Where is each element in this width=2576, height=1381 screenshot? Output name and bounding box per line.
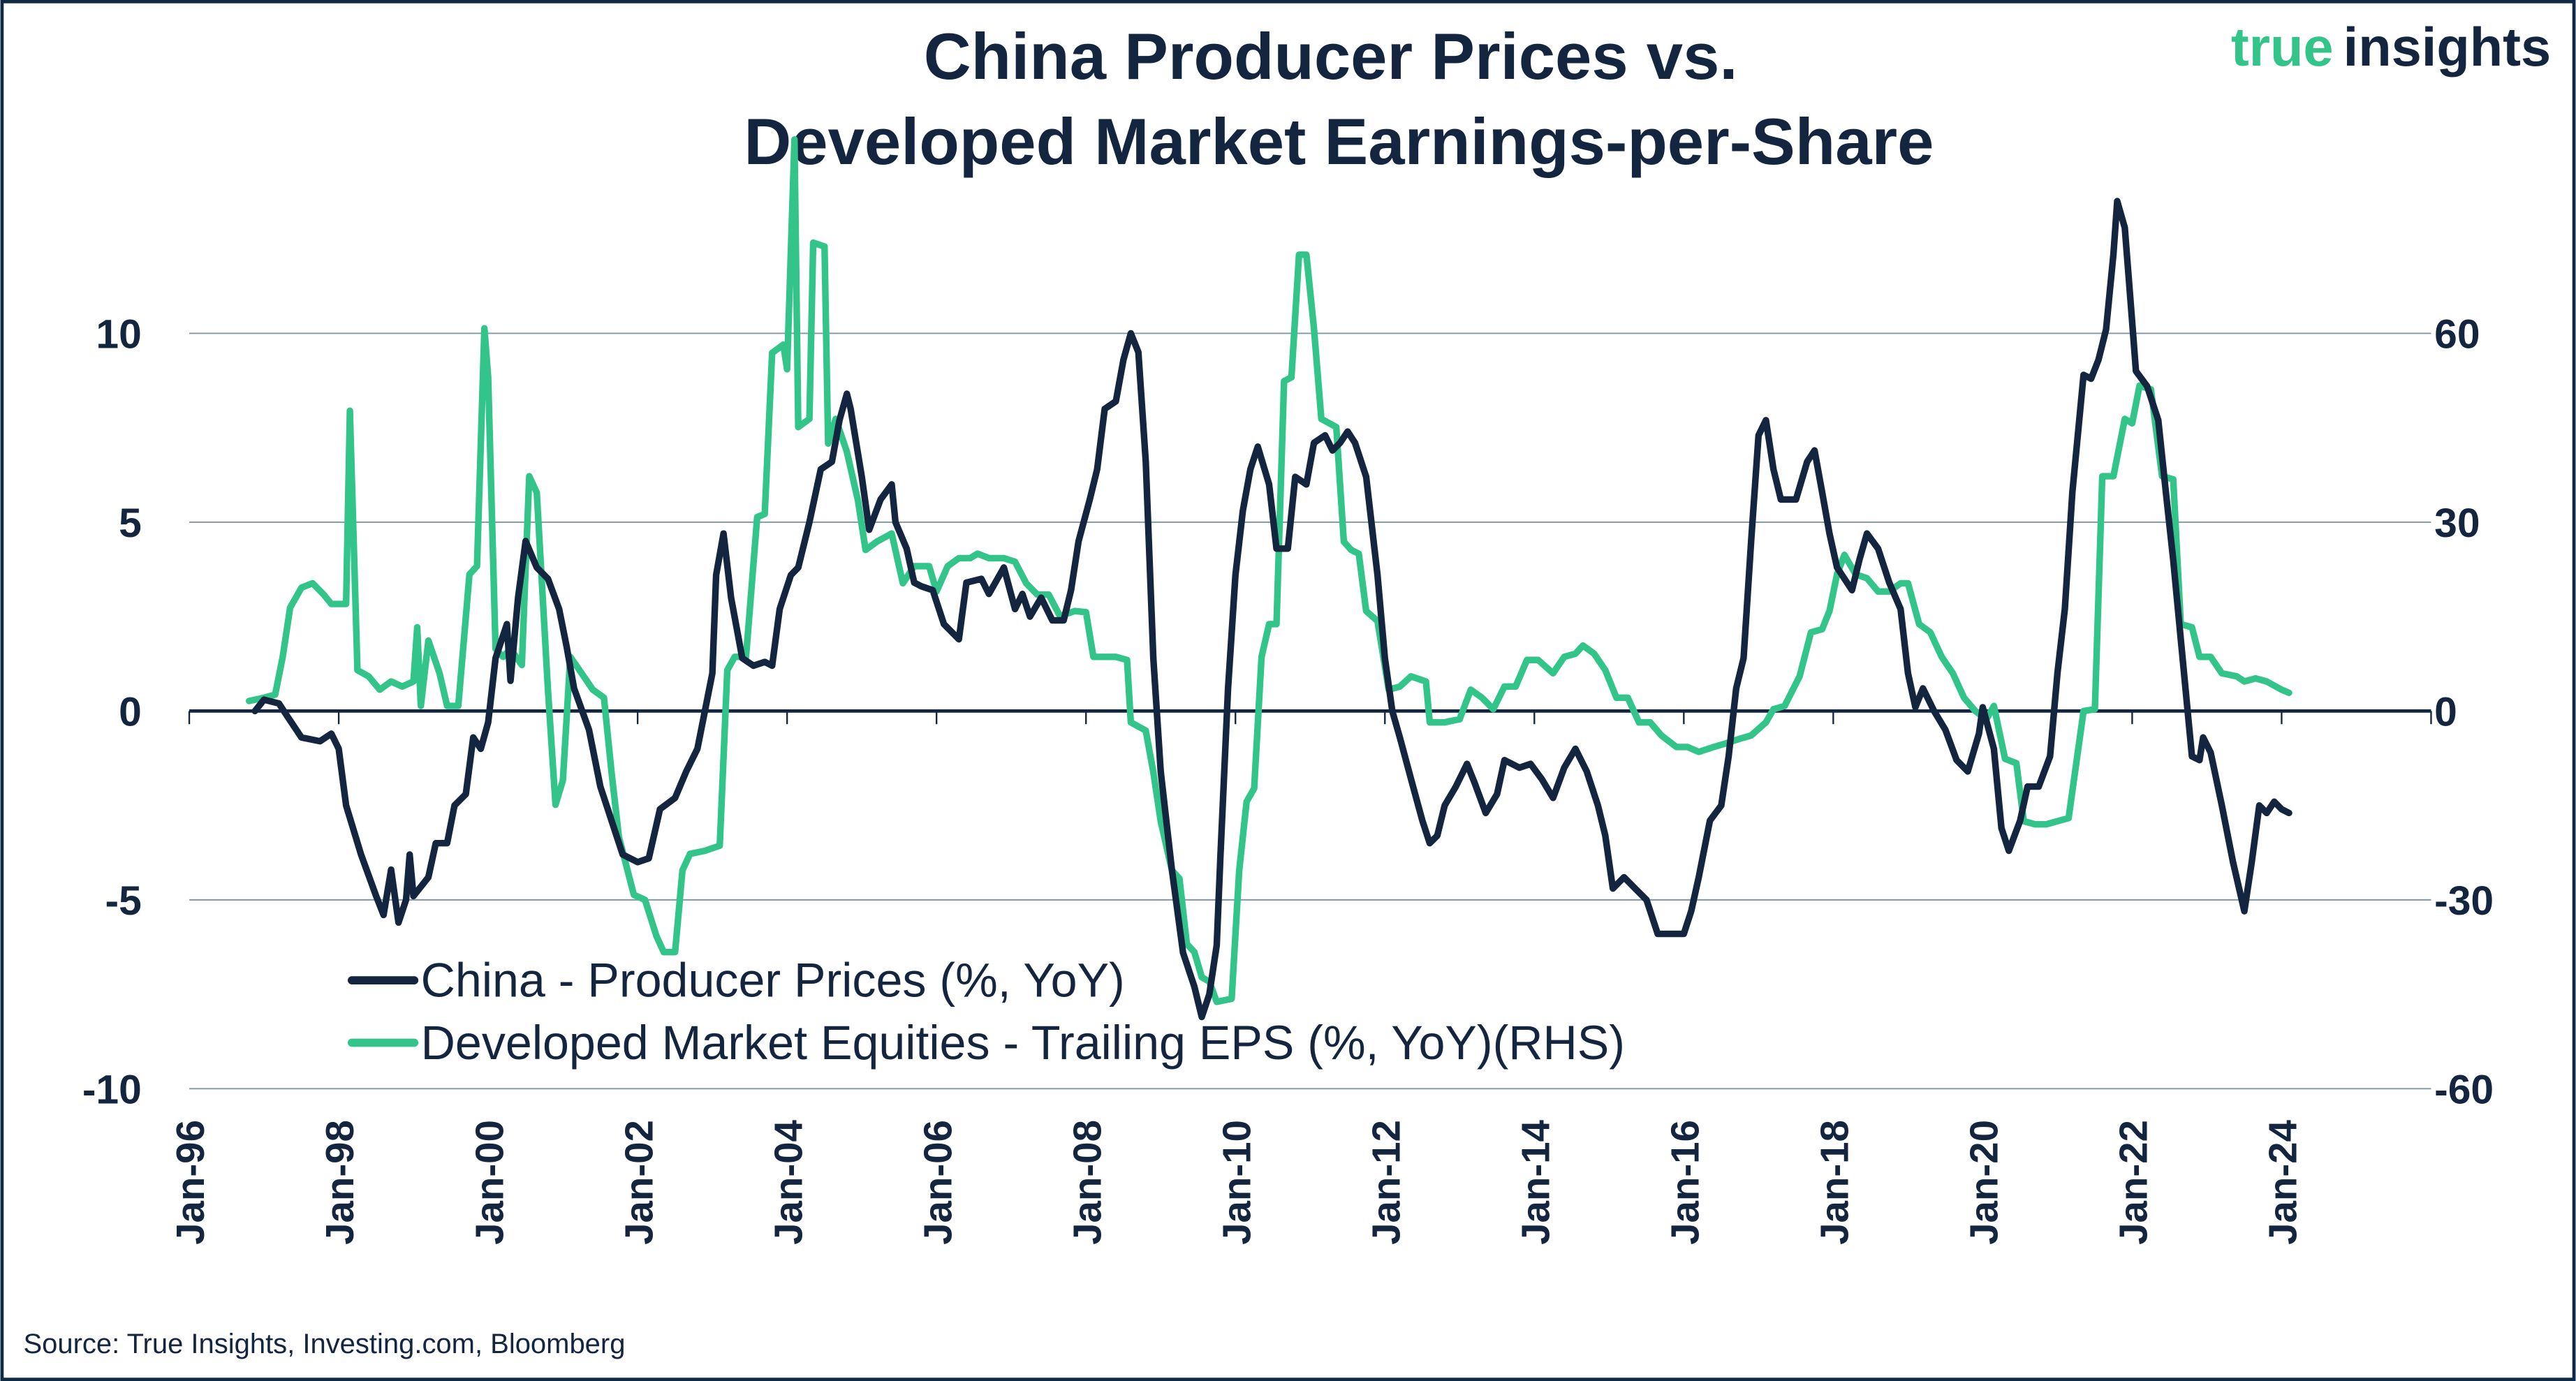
- y-tick-label-right: 30: [2434, 501, 2480, 546]
- x-tick-label: Jan-98: [318, 1120, 362, 1245]
- x-tick-label: Jan-16: [1663, 1120, 1707, 1245]
- x-tick-label: Jan-22: [2112, 1120, 2156, 1245]
- legend-label-eps: Developed Market Equities - Trailing EPS…: [421, 1017, 1625, 1070]
- eps-series-line: [245, 135, 2292, 1005]
- gridlines: [189, 332, 2431, 1090]
- x-tick-label: Jan-24: [2261, 1119, 2305, 1244]
- x-tick-label: Jan-00: [467, 1120, 511, 1245]
- y-tick-label-left: 5: [119, 501, 142, 546]
- right-y-axis: 60 30 0 -30 -60: [2434, 312, 2494, 1113]
- x-tick-label: Jan-18: [1813, 1120, 1857, 1245]
- source-note: Source: True Insights, Investing.com, Bl…: [23, 1329, 625, 1359]
- x-tick-label: Jan-02: [617, 1120, 661, 1245]
- logo-true: true: [2231, 17, 2334, 77]
- x-axis: Jan-96 Jan-98 Jan-00 Jan-02 Jan-04 Jan-06 Jan-…: [168, 709, 2432, 1245]
- x-tick-label: Jan-08: [1065, 1120, 1109, 1245]
- ppi-series-line: [251, 198, 2292, 1021]
- y-tick-label-left: 0: [119, 690, 142, 735]
- x-tick-label: Jan-06: [915, 1120, 959, 1245]
- true-insights-logo: true insights: [2231, 17, 2551, 77]
- y-tick-label-left: 10: [96, 312, 141, 357]
- x-tick-label: Jan-12: [1364, 1120, 1408, 1245]
- y-tick-label-right: 0: [2434, 690, 2457, 735]
- x-tick-label: Jan-14: [1513, 1119, 1557, 1244]
- y-tick-label-left: -10: [82, 1068, 142, 1113]
- chart-title-line-1: China Producer Prices vs.: [924, 20, 1738, 93]
- series-lines: [245, 135, 2292, 1021]
- left-y-axis: 10 5 0 -5 -10: [82, 312, 142, 1113]
- legend: China - Producer Prices (%, YoY) Develop…: [348, 954, 1625, 1070]
- chart-title-line-2: Developed Market Earnings-per-Share: [744, 105, 1934, 178]
- logo-insights: insights: [2343, 17, 2552, 77]
- y-tick-label-left: -5: [105, 878, 142, 924]
- x-tick-label: Jan-10: [1214, 1120, 1258, 1245]
- y-tick-label-right: -30: [2434, 878, 2494, 924]
- x-tick-label: Jan-96: [168, 1120, 212, 1245]
- y-tick-label-right: 60: [2434, 312, 2480, 357]
- x-tick-label: Jan-20: [1962, 1120, 2006, 1245]
- y-tick-label-right: -60: [2434, 1068, 2494, 1113]
- x-tick-label: Jan-04: [766, 1119, 810, 1244]
- legend-label-ppi: China - Producer Prices (%, YoY): [421, 954, 1125, 1007]
